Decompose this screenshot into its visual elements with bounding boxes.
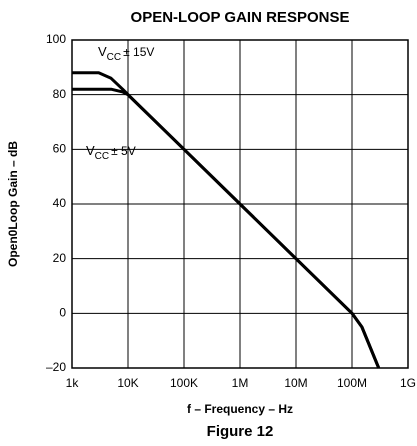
annotation-rest: ± 5V — [111, 144, 136, 158]
x-tick-label: 100M — [337, 376, 367, 390]
y-tick-label: 100 — [46, 32, 66, 46]
x-tick-label: 100K — [170, 376, 198, 390]
y-tick-label: 60 — [53, 142, 67, 156]
y-tick-label: –20 — [46, 360, 66, 374]
annotation-base: V — [98, 44, 107, 59]
y-tick-label: 20 — [53, 251, 67, 265]
x-axis-label: f – Frequency – Hz — [187, 402, 293, 416]
annotation-sub: CC — [95, 151, 109, 162]
y-axis-label: Open0Loop Gain – dB — [6, 141, 20, 267]
figure-caption: Figure 12 — [207, 423, 274, 440]
y-tick-label: 0 — [59, 306, 66, 320]
annotation-sub: CC — [107, 52, 121, 63]
annotation: VCC ± 15V — [98, 44, 154, 62]
y-tick-label: 80 — [53, 87, 67, 101]
chart-title: OPEN-LOOP GAIN RESPONSE — [131, 9, 350, 26]
gain-line — [72, 87, 381, 369]
y-tick-label: 40 — [53, 196, 67, 210]
annotation-rest: ± 15V — [123, 45, 154, 59]
x-tick-label: 10K — [117, 376, 138, 390]
x-tick-label: 10M — [284, 376, 307, 390]
annotation: VCC ± 5V — [86, 143, 136, 161]
x-tick-label: 1k — [66, 376, 80, 390]
x-tick-label: 1M — [232, 376, 249, 390]
plot-frame — [71, 39, 409, 369]
annotation-base: V — [86, 143, 95, 158]
gain-line — [72, 71, 381, 369]
x-tick-label: 1G — [400, 376, 416, 390]
